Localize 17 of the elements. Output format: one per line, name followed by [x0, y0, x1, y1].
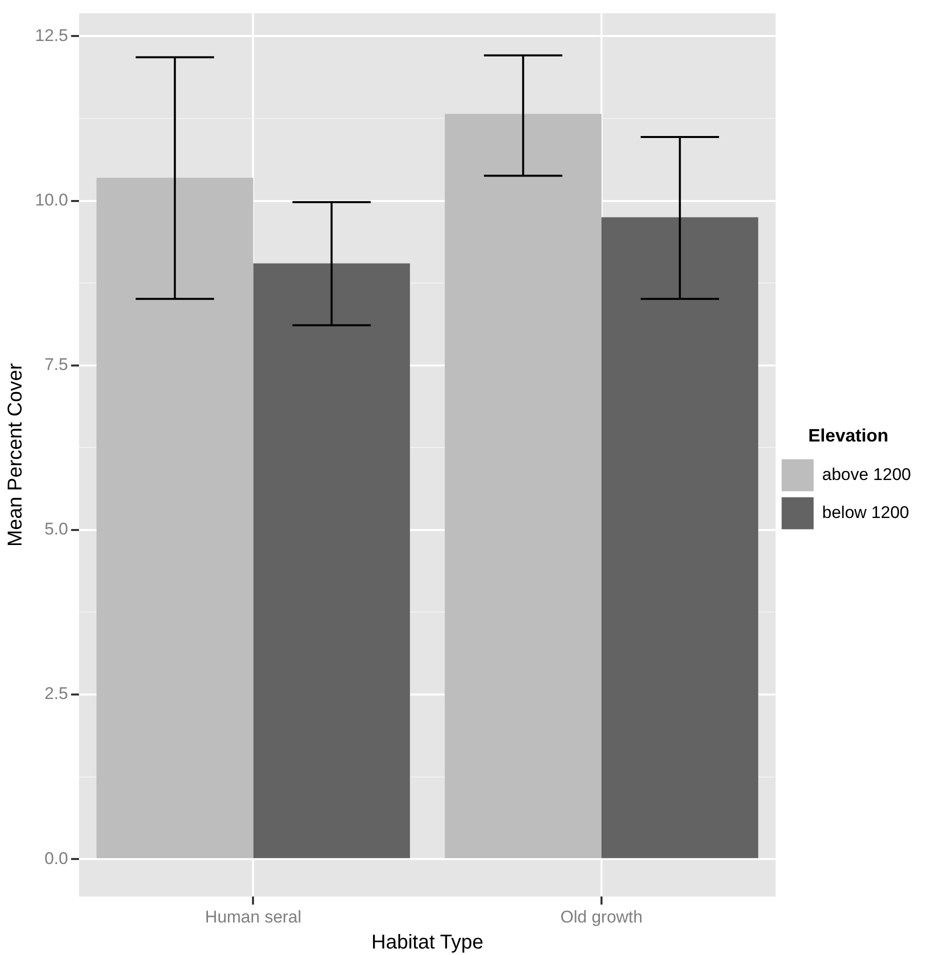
y-tick-label: 5.0 — [44, 520, 68, 539]
y-tick-label: 7.5 — [44, 355, 68, 374]
bar — [444, 114, 602, 858]
bar — [602, 217, 758, 858]
y-tick-label: 10.0 — [34, 190, 68, 210]
y-tick-label: 12.5 — [34, 26, 68, 45]
x-tick-label: Human seral — [205, 907, 302, 926]
bar — [253, 263, 410, 858]
y-tick-label: 0.0 — [44, 848, 68, 868]
x-tick-label: Old growth — [560, 907, 643, 926]
legend-label: below 1200 — [822, 502, 910, 522]
bar — [96, 178, 254, 858]
y-tick-label: 2.5 — [44, 684, 68, 704]
y-axis-title: Mean Percent Cover — [4, 362, 27, 547]
legend-title: Elevation — [808, 426, 888, 446]
x-axis-title: Habitat Type — [371, 932, 484, 954]
legend-label: above 1200 — [822, 464, 912, 484]
